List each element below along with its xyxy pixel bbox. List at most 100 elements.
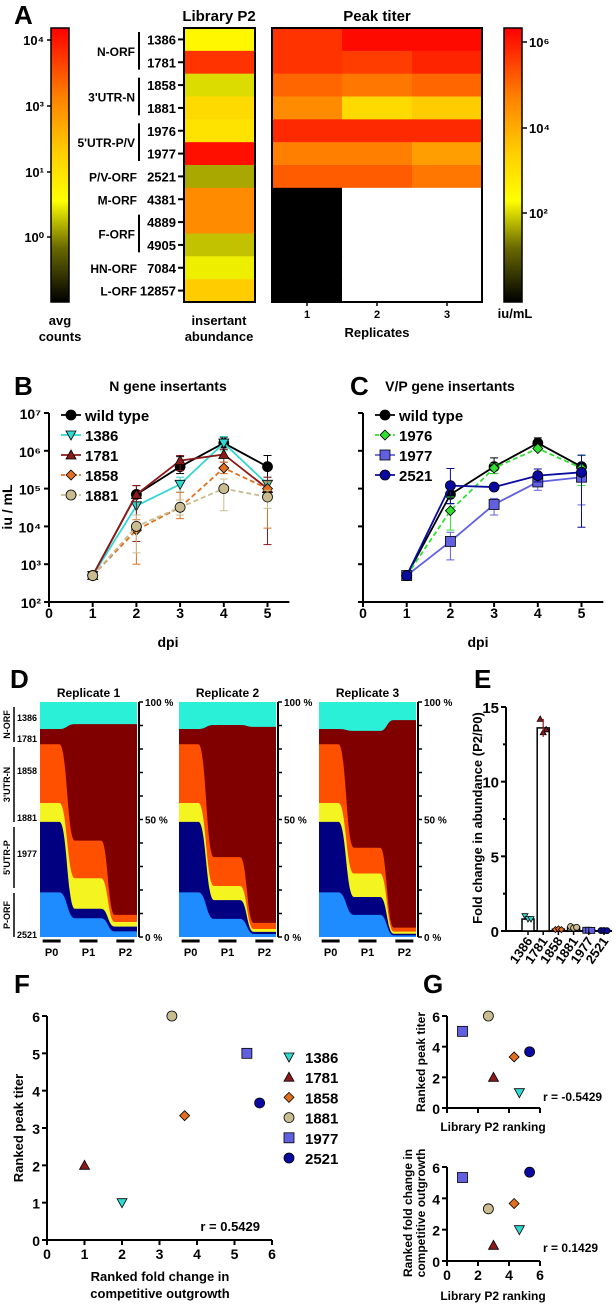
replicate-tick-label: 3 bbox=[444, 309, 450, 321]
percent-label: 100 % bbox=[145, 698, 173, 709]
stage-label: P2 bbox=[119, 947, 132, 959]
insertant-label: 1386 bbox=[17, 713, 37, 723]
left-colorbar-tick-label: 10⁰ bbox=[24, 230, 44, 245]
legend-label: 1858 bbox=[85, 468, 118, 485]
stage-label: P0 bbox=[184, 947, 197, 959]
point-1881 bbox=[482, 1010, 494, 1022]
legend-label: 1977 bbox=[399, 448, 432, 465]
x-tick-label: 0 bbox=[43, 1246, 51, 1262]
peak-titer-cell bbox=[342, 165, 413, 189]
x-tick-label: 1 bbox=[89, 605, 97, 621]
peak-titer-cell bbox=[342, 96, 413, 120]
data-point bbox=[174, 501, 186, 513]
insertant-label: 1781 bbox=[17, 734, 37, 744]
x-tick-label: 1 bbox=[81, 1246, 89, 1262]
peak-titer-cell bbox=[412, 96, 483, 120]
legend-label: 1386 bbox=[305, 1050, 338, 1067]
right-colorbar-label: iu/mL bbox=[498, 306, 533, 321]
chart-marks: 10⁴ 10³ 10¹ 10⁰ 10⁶ 10⁴ 10² 1 2 3 1386 1781 1858 1881… bbox=[2, 27, 612, 1283]
right-colorbar-tick-label: 10⁶ bbox=[529, 35, 549, 50]
peak-titer-cell bbox=[412, 187, 483, 212]
legend-marker bbox=[379, 469, 391, 481]
y-tick-label: 4 bbox=[32, 1084, 40, 1100]
data-point bbox=[488, 499, 500, 510]
b-ylabel: iu / mL bbox=[0, 484, 15, 530]
stage-label: P0 bbox=[324, 947, 337, 959]
e-ylabel: Fold change in abundance (P2/P0) bbox=[470, 712, 485, 924]
point-1781 bbox=[487, 1071, 500, 1082]
replicate-point bbox=[542, 725, 550, 733]
x-tick-label: 6 bbox=[268, 1246, 276, 1262]
legend-label: 1881 bbox=[305, 1111, 338, 1128]
x-tick-label: 3 bbox=[490, 605, 498, 621]
peak-titer-cell bbox=[342, 279, 413, 303]
g-top-r-annotation: r = -0.5429 bbox=[543, 1090, 602, 1104]
c-title: V/P gene insertants bbox=[385, 378, 515, 394]
x-tick-label: 4 bbox=[534, 605, 542, 621]
y-tick-label: 6 bbox=[32, 1009, 40, 1025]
x-tick-label: 2 bbox=[447, 605, 455, 621]
point-2521 bbox=[524, 1046, 536, 1058]
y-tick-label: 4 bbox=[432, 1191, 440, 1207]
peak-titer-cell bbox=[272, 256, 343, 280]
f-ylabel: Ranked peak titer bbox=[11, 1074, 26, 1182]
y-tick-label: 2 bbox=[432, 1223, 440, 1239]
data-point bbox=[444, 505, 456, 517]
series-2521 bbox=[401, 454, 587, 581]
library-cell bbox=[184, 256, 255, 280]
legend-label: 1977 bbox=[305, 1131, 338, 1148]
peak-titer-cell bbox=[272, 279, 343, 303]
data-point bbox=[262, 461, 273, 473]
y-tick-label: 10³ bbox=[21, 557, 42, 573]
data-point bbox=[532, 470, 544, 482]
f-xlabel-2: competitive outgrowth bbox=[90, 1286, 229, 1301]
percent-label: 50 % bbox=[284, 816, 307, 827]
insertant-label: 2521 bbox=[17, 930, 37, 940]
peak-titer-cell bbox=[412, 73, 483, 97]
point-1858 bbox=[508, 1051, 520, 1063]
stage-label: P1 bbox=[361, 947, 374, 959]
row-label: 1858 bbox=[147, 78, 176, 93]
library-cell bbox=[184, 96, 255, 120]
x-tick-label: 3 bbox=[176, 605, 184, 621]
legend-marker bbox=[379, 449, 391, 461]
peak-titer-cell bbox=[342, 142, 413, 166]
row-label: 1781 bbox=[147, 55, 176, 70]
data-point bbox=[130, 521, 142, 532]
peak-titer-cell bbox=[342, 187, 413, 212]
row-label: 4905 bbox=[147, 238, 176, 253]
peak-titer-cell bbox=[412, 119, 483, 143]
left-colorbar bbox=[50, 27, 70, 303]
x-tick-label: 6 bbox=[536, 1267, 544, 1283]
peak-titer-cell bbox=[412, 256, 483, 280]
library-cell bbox=[184, 50, 255, 75]
legend-marker bbox=[283, 1152, 295, 1164]
data-point bbox=[444, 480, 456, 492]
replicate-title: Replicate 3 bbox=[336, 686, 400, 700]
point-1781 bbox=[487, 1239, 500, 1250]
library-cell bbox=[184, 187, 255, 212]
g-top-xlabel: Library P2 ranking bbox=[440, 1120, 545, 1134]
y-tick-label: 10 bbox=[482, 775, 499, 792]
x-tick-label: 2 bbox=[118, 1246, 126, 1262]
point-1858 bbox=[508, 1197, 520, 1210]
g-top-ylabel: Ranked peak titer bbox=[414, 1012, 428, 1112]
legend-label: 1781 bbox=[305, 1070, 338, 1087]
point-2521 bbox=[254, 1097, 266, 1109]
library-cell bbox=[184, 210, 255, 234]
b-title: N gene insertants bbox=[109, 378, 227, 394]
library-cell bbox=[184, 279, 255, 303]
y-tick-label: 0 bbox=[432, 1254, 440, 1270]
area-2521 bbox=[179, 892, 276, 937]
data-point bbox=[87, 570, 99, 581]
panel-label-e: E bbox=[474, 664, 491, 694]
peak-titer-cell bbox=[272, 50, 343, 75]
row-label: 7084 bbox=[147, 261, 177, 276]
y-tick-label: 10⁴ bbox=[19, 519, 42, 535]
peak-titer-cell bbox=[412, 28, 483, 52]
peak-titer-title: Peak titer bbox=[343, 8, 411, 25]
x-tick-label: 2 bbox=[474, 1267, 482, 1283]
legend-label: 1386 bbox=[85, 428, 118, 445]
row-label: 1386 bbox=[147, 32, 176, 47]
data-point bbox=[174, 479, 186, 491]
